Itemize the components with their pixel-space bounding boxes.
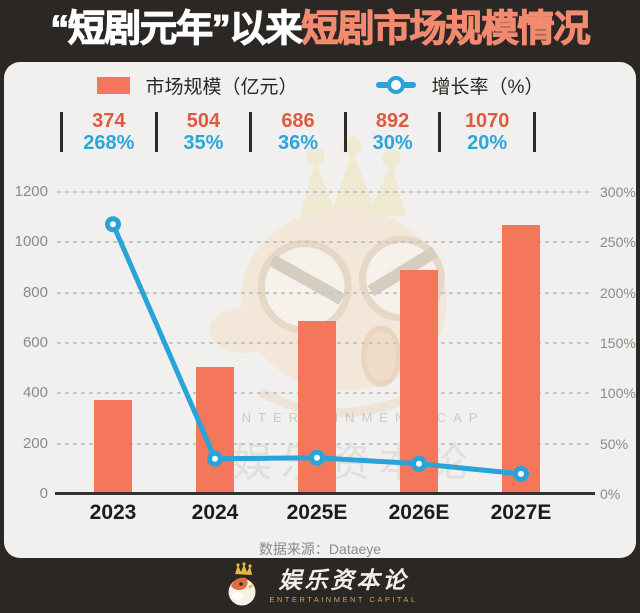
bar-2026E [400,269,438,494]
left-axis-tick: 1000 [14,233,48,251]
x-axis-label-2025E: 2025E [286,501,348,524]
legend-market-size-label: 市场规模（亿元） [145,76,298,98]
line-marker-icon [375,76,416,94]
line-point-core [110,221,116,228]
footer-brand-bar: 娱乐资本论 ENTERTAINMENT CAPITAL [0,558,640,613]
value-panel-group-2026E: 892 30% [372,110,413,155]
chart-card: 市场规模（亿元） 增长率（%） ENTERTAINMENT CAP 娱乐资本论 … [4,62,636,558]
x-axis-label-2026E: 2026E [388,501,450,524]
market-size-value: 686 [281,110,315,132]
page-title: “短剧元年”以来短剧市场规模情况 [0,4,640,54]
chart-legend: 市场规模（亿元） 增长率（%） [4,71,636,99]
brand-mascot-icon [228,561,256,605]
data-source: 数据来源：Dataeye [258,541,382,557]
value-panel-group-2024: 504 35% [183,110,224,155]
brand-subtitle: ENTERTAINMENT CAPITAL [269,594,418,604]
growth-rate-value: 30% [372,132,413,154]
legend-growth-rate: 增长率（%） [375,72,544,99]
left-axis-tick: 400 [22,384,48,402]
brand-text-block: 娱乐资本论 ENTERTAINMENT CAPITAL [269,568,417,604]
value-panel-separator [60,112,63,152]
value-panel-separator [533,112,536,152]
right-axis-tick: 250% [600,234,636,251]
right-axis-tick: 200% [600,284,636,301]
page-title-accent: 短剧市场规模情况 [301,7,591,49]
growth-rate-value: 20% [467,132,508,154]
growth-rate-value: 36% [277,132,319,154]
market-size-value: 1070 [464,110,510,132]
brand-name: 娱乐资本论 [278,566,409,594]
bar-2023 [94,399,132,494]
growth-rate-value: 35% [183,132,224,154]
legend-market-size: 市场规模（亿元） [96,72,298,99]
bar-2027E [502,224,540,494]
legend-growth-rate-label: 增长率（%） [431,76,544,98]
left-axis-tick: 600 [22,334,48,351]
market-size-value: 892 [375,110,410,132]
left-axis-tick: 200 [22,434,48,452]
x-axis-label-2023: 2023 [89,501,137,524]
line-point-2023 [105,216,121,233]
right-axis-tick: 100% [600,385,636,402]
value-panel-group-2023: 374 268% [83,110,135,155]
right-axis-tick: 0% [600,486,621,502]
left-axis-tick: 0 [39,485,48,502]
value-panel-group-2027E: 1070 20% [464,110,510,155]
gridline-1200 [57,191,593,193]
mascot-watermark-icon [209,137,448,418]
bar-2024 [196,367,234,494]
right-axis-tick: 150% [600,335,636,351]
growth-rate-value: 268% [83,132,135,154]
page-title-plain: “短剧元年”以来 [50,7,303,49]
x-axis-line [55,492,595,495]
bar-2025E [298,321,336,494]
x-axis-label-2024: 2024 [191,501,239,524]
right-axis-tick: 50% [600,435,629,452]
market-size-value: 374 [92,110,126,132]
line-marker-dot-icon [386,76,405,94]
left-axis-tick: 1200 [14,183,48,200]
value-panel-separator [438,112,442,152]
bar-swatch-icon [96,76,130,94]
left-axis-tick: 800 [22,283,48,301]
value-panel-separator [154,112,158,152]
market-size-value: 504 [186,110,221,132]
latin-watermark: ENTERTAINMENT CAP [226,410,485,425]
right-axis-tick: 300% [600,184,636,200]
value-panel-separator [343,112,347,152]
value-panel-separator [249,112,253,152]
value-panel-group-2025E: 686 36% [277,110,319,155]
chinese-watermark: 娱乐资本论 [232,440,477,486]
x-axis-label-2027E: 2027E [490,501,552,524]
